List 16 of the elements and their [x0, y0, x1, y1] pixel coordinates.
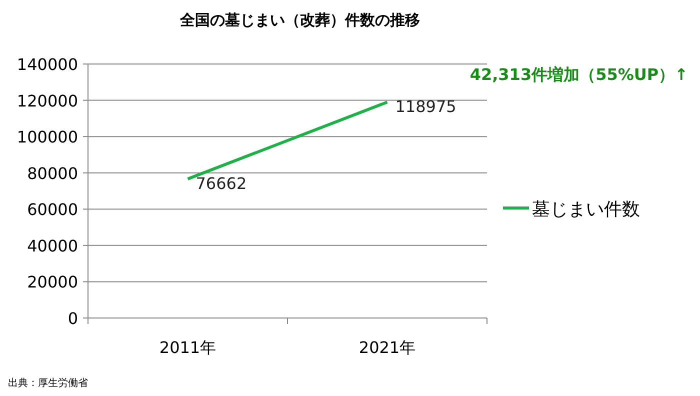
- data-label: 118975: [395, 97, 456, 116]
- y-tick-label: 100000: [16, 128, 78, 147]
- x-tick-label: 2011年: [159, 338, 216, 357]
- annotation: 42,313件増加（55%UP）↑: [470, 65, 688, 84]
- y-tick-label: 80000: [27, 164, 78, 183]
- legend-label: 墓じまい件数: [532, 199, 640, 220]
- y-tick-label: 40000: [27, 236, 78, 256]
- x-tick-label: 2021年: [358, 338, 416, 357]
- y-tick-label: 120000: [16, 91, 78, 110]
- source-note: 出典：厚生労働省: [8, 377, 88, 389]
- chart-title: 全国の墓じまい（改葬）件数の推移: [179, 11, 420, 29]
- y-tick-label: 140000: [16, 55, 78, 74]
- y-tick-label: 60000: [27, 200, 78, 220]
- y-tick-label: 0: [68, 309, 78, 328]
- y-tick-label: 20000: [27, 272, 78, 292]
- data-label: 76662: [196, 174, 247, 193]
